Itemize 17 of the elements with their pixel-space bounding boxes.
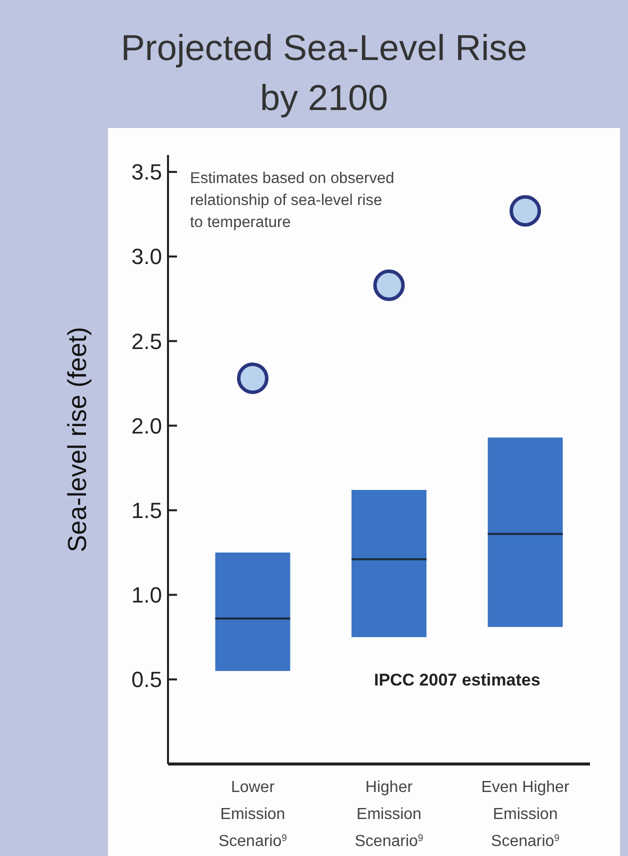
x-tick-label: Lower Emission Scenario$^{9}$: [218, 779, 287, 850]
y-tick-label: 3.5: [131, 160, 162, 185]
point: [373, 270, 405, 301]
annotation: Estimates based on observed relationship of sea-level rise to temperature: [190, 170, 394, 231]
x-tick-label: Even Higher Emission Scenario$^{9}$: [481, 779, 570, 850]
y-tick-label: 0.5: [131, 667, 162, 692]
y-tick-label: 2.0: [131, 413, 162, 438]
chart-title: Projected Sea-Level Rise by 2100: [120, 27, 528, 118]
x-tick-label: Higher Emission Scenario$^{9}$: [354, 779, 424, 850]
annotation: IPCC 2007 estimates: [374, 670, 540, 690]
point: [236, 362, 268, 394]
y-tick-label: 2.5: [131, 328, 162, 354]
y-axis-title: Sea-level rise (feet): [62, 326, 92, 552]
y-tick-label: 1.0: [131, 582, 162, 608]
point: [510, 195, 542, 227]
y-tick-label: 1.5: [131, 498, 162, 523]
y-tick-label: 3.0: [131, 244, 162, 270]
